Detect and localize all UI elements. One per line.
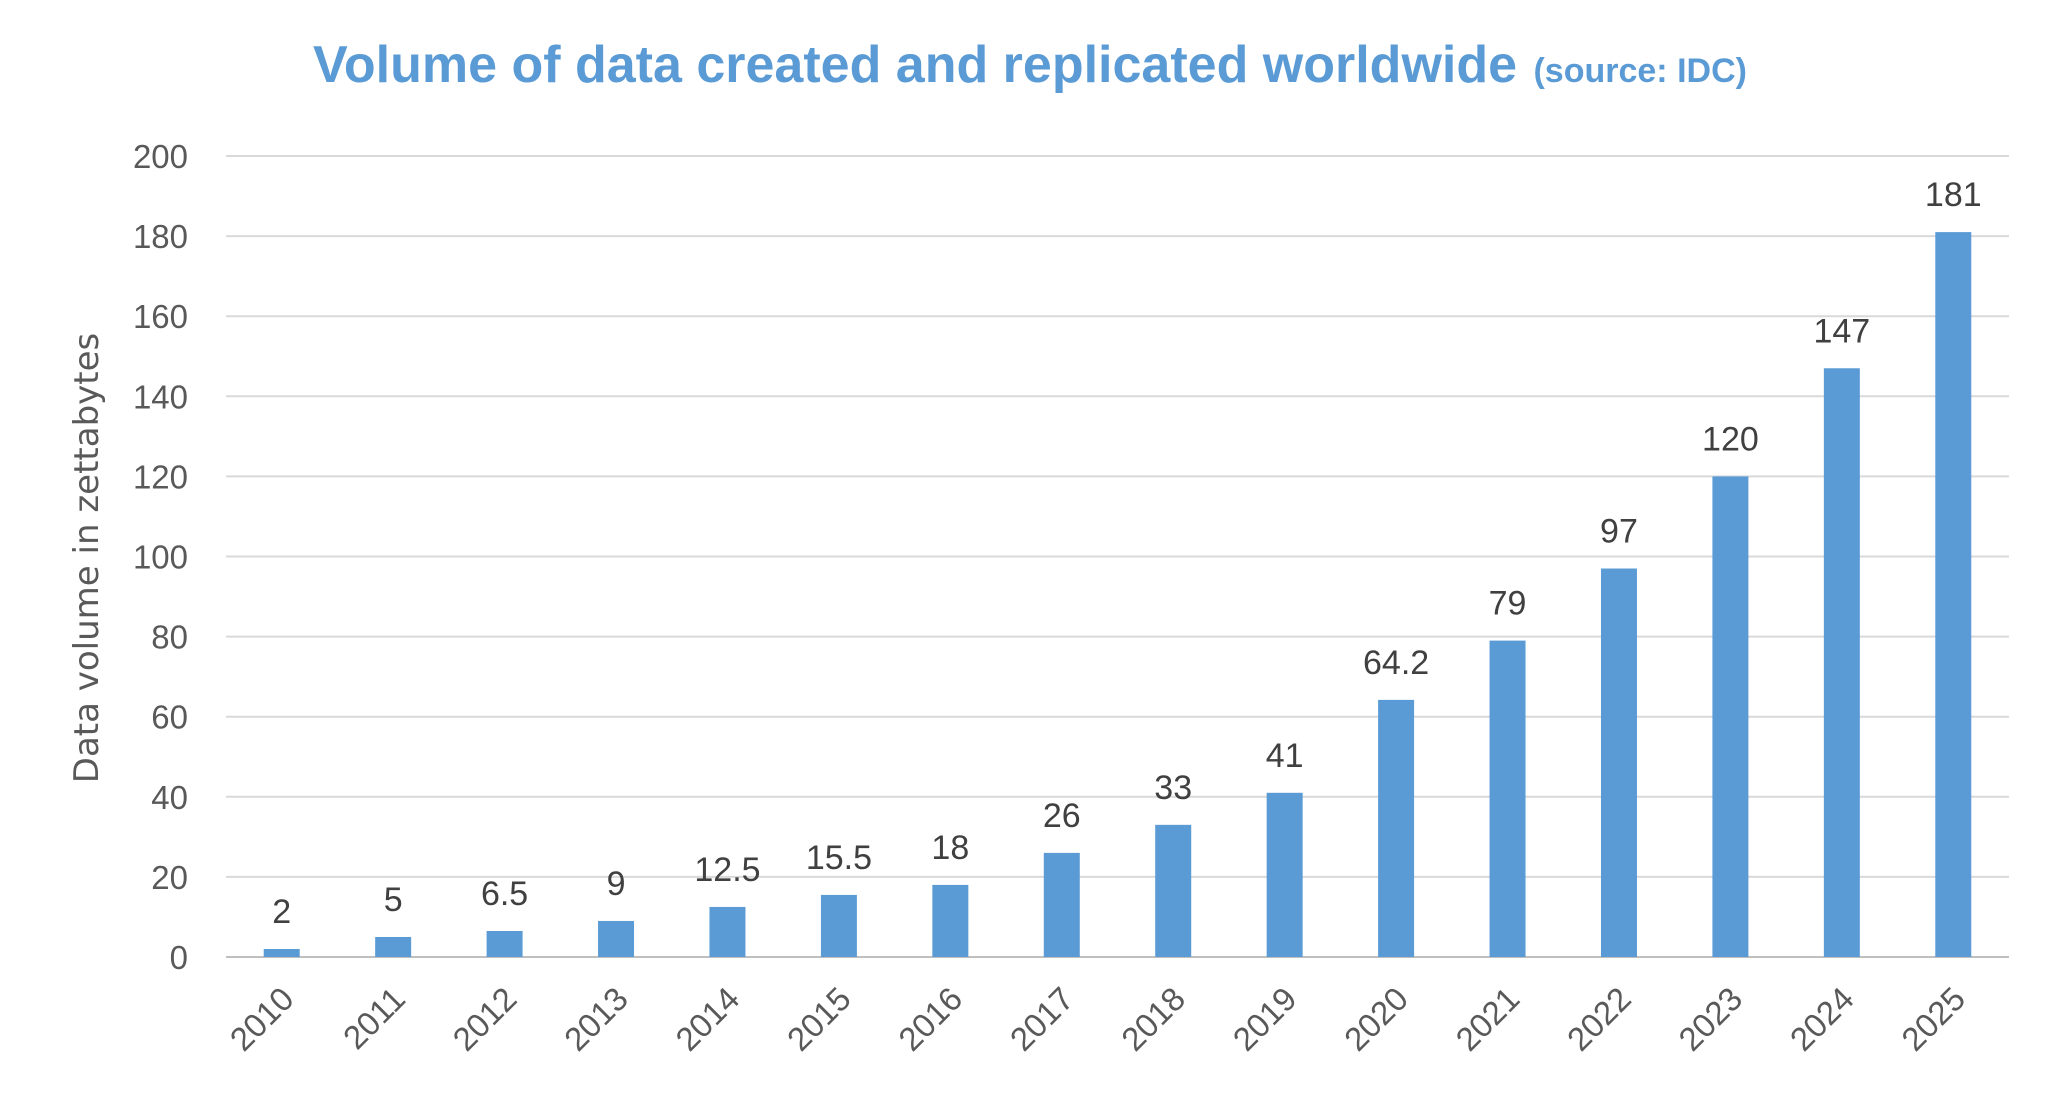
bar-2018 bbox=[1155, 824, 1192, 957]
x-tick-label: 2017 bbox=[1003, 980, 1081, 1058]
x-tick-label: 2015 bbox=[780, 980, 858, 1058]
bar-2022 bbox=[1600, 568, 1637, 957]
data-label: 5 bbox=[384, 881, 403, 919]
bar-2010 bbox=[263, 948, 300, 957]
bar-2023 bbox=[1712, 476, 1749, 957]
bar-2021 bbox=[1489, 640, 1526, 957]
bar-2019 bbox=[1266, 792, 1303, 957]
x-tick-label: 2016 bbox=[891, 980, 969, 1058]
x-tick-label: 2019 bbox=[1226, 980, 1304, 1058]
data-label: 181 bbox=[1925, 176, 1982, 214]
data-label: 120 bbox=[1702, 420, 1759, 458]
x-tick-label: 2018 bbox=[1114, 980, 1192, 1058]
bar-2011 bbox=[375, 936, 412, 957]
data-label: 12.5 bbox=[694, 851, 760, 889]
bars bbox=[263, 232, 1972, 958]
bar-2014 bbox=[709, 906, 746, 957]
gridlines bbox=[226, 155, 2009, 958]
x-tick-label: 2023 bbox=[1671, 980, 1749, 1058]
data-labels: 2 5 6.5 9 12.5 15.5 18 26 33 41 64.2 79 97 120 147 181 bbox=[272, 176, 1981, 931]
data-label: 26 bbox=[1043, 797, 1081, 835]
data-label: 15.5 bbox=[806, 839, 872, 877]
x-tick-label: 2013 bbox=[557, 980, 635, 1058]
chart-title-main: Volume of data created and replicated wo… bbox=[313, 36, 1517, 94]
x-tick-label: 2012 bbox=[445, 980, 523, 1058]
bar-2025 bbox=[1935, 232, 1972, 958]
data-label: 41 bbox=[1266, 737, 1304, 775]
bar-2013 bbox=[598, 920, 635, 957]
x-tick-label: 2020 bbox=[1337, 980, 1415, 1058]
bar-2016 bbox=[932, 884, 969, 957]
x-tick-label: 2025 bbox=[1894, 980, 1972, 1058]
y-tick-label: 200 bbox=[133, 138, 188, 175]
y-tick-label: 120 bbox=[133, 458, 188, 495]
y-tick-labels: 0 20 40 60 80 100 120 140 160 180 200 bbox=[133, 138, 188, 976]
bar-2024 bbox=[1823, 368, 1860, 957]
chart-subtitle: (source: IDC) bbox=[1533, 52, 1746, 90]
bar-2012 bbox=[486, 930, 523, 957]
y-tick-label: 20 bbox=[151, 859, 188, 896]
y-tick-label: 60 bbox=[151, 699, 188, 736]
x-tick-label: 2011 bbox=[336, 980, 412, 1056]
y-tick-label: 180 bbox=[133, 218, 188, 255]
y-axis-label: Data volume in zettabytes bbox=[67, 333, 107, 783]
chart-title: Volume of data created and replicated wo… bbox=[313, 36, 1747, 94]
data-label: 6.5 bbox=[481, 875, 528, 913]
data-label: 2 bbox=[272, 893, 291, 931]
data-label: 33 bbox=[1154, 769, 1192, 807]
bar-2020 bbox=[1378, 699, 1415, 957]
x-tick-label: 2014 bbox=[668, 980, 746, 1058]
x-tick-label: 2024 bbox=[1783, 980, 1861, 1058]
y-tick-label: 40 bbox=[151, 779, 188, 816]
data-label: 79 bbox=[1489, 585, 1527, 623]
y-tick-label: 0 bbox=[170, 939, 188, 976]
data-label: 64.2 bbox=[1363, 644, 1429, 682]
x-tick-label: 2010 bbox=[223, 980, 301, 1058]
data-label: 97 bbox=[1600, 513, 1638, 551]
y-tick-label: 140 bbox=[133, 378, 188, 415]
y-tick-label: 100 bbox=[133, 539, 188, 576]
data-label: 18 bbox=[931, 829, 969, 867]
data-label: 9 bbox=[607, 865, 626, 903]
x-tick-labels: 2010 2011 2012 2013 2014 2015 2016 2017 2018 2019… bbox=[223, 980, 1973, 1058]
x-tick-label: 2021 bbox=[1448, 980, 1526, 1058]
bar-2015 bbox=[820, 894, 857, 957]
bar-2017 bbox=[1043, 852, 1080, 957]
x-tick-label: 2022 bbox=[1560, 980, 1638, 1058]
y-tick-label: 80 bbox=[151, 619, 188, 656]
data-label: 147 bbox=[1813, 312, 1870, 350]
y-tick-label: 160 bbox=[133, 298, 188, 335]
